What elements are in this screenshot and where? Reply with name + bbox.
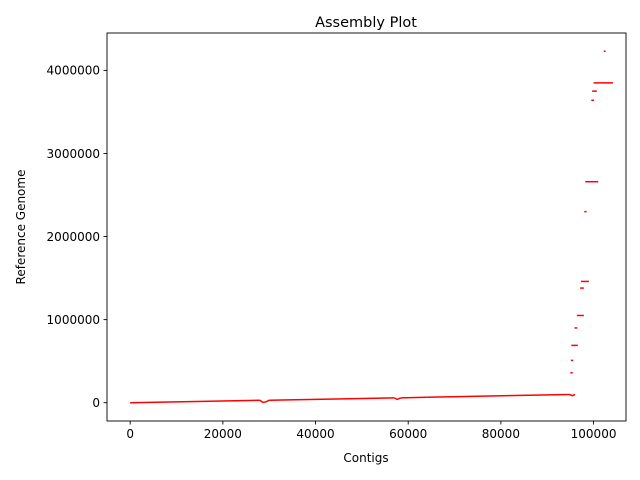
alignment-segment (269, 397, 395, 401)
x-axis: 0 20000 40000 60000 80000 100000 (126, 421, 616, 441)
alignment-segment (259, 399, 270, 404)
x-tick-label: 80000 (482, 427, 520, 441)
y-axis-label: Reference Genome (14, 170, 28, 285)
y-tick-label: 0 (92, 396, 100, 410)
x-axis-label: Contigs (343, 451, 388, 465)
y-tick-label: 4000000 (47, 64, 100, 78)
x-tick-label: 20000 (204, 427, 242, 441)
alignment-segment (400, 396, 427, 399)
alignment-segment (569, 393, 576, 397)
y-axis: 0 1000000 2000000 3000000 4000000 (47, 64, 107, 410)
x-tick-label: 40000 (296, 427, 334, 441)
plot-data-layer (130, 50, 614, 404)
alignment-segment (426, 393, 570, 398)
y-tick-label: 1000000 (47, 313, 100, 327)
x-tick-label: 60000 (389, 427, 427, 441)
chart-title: Assembly Plot (315, 15, 417, 31)
plot-area-frame (106, 32, 627, 422)
y-tick-label: 2000000 (47, 230, 100, 244)
y-tick-label: 3000000 (47, 147, 100, 161)
x-tick-label: 0 (126, 427, 134, 441)
alignment-segment (393, 397, 402, 401)
x-tick-label: 100000 (571, 427, 617, 441)
alignment-segment (130, 399, 260, 404)
